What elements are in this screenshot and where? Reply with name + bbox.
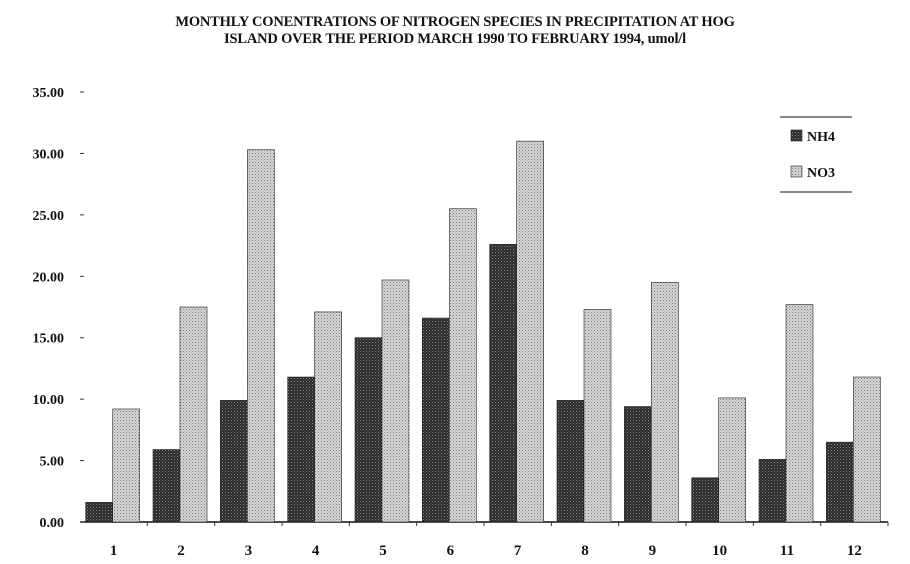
bars — [85, 140, 881, 523]
bar-no3-12 — [853, 376, 881, 523]
bar-nh4-6 — [422, 317, 450, 523]
bar-no3-1 — [112, 408, 140, 523]
bar-no3-9 — [651, 282, 679, 523]
x-tick-label: 5 — [379, 543, 387, 559]
y-tick-label: 20.00 — [33, 270, 65, 285]
x-tick-label: 2 — [177, 543, 185, 559]
y-tick-label: 35.00 — [33, 86, 65, 101]
bar-nh4-8 — [556, 400, 585, 523]
bar-no3-2 — [179, 306, 208, 523]
x-tick-label: 4 — [312, 543, 320, 559]
chart-title-line-2: ISLAND OVER THE PERIOD MARCH 1990 TO FEB… — [224, 31, 686, 47]
y-tick-label: 10.00 — [33, 393, 65, 408]
chart-title-line-1: MONTHLY CONENTRATIONS OF NITROGEN SPECIE… — [175, 14, 735, 30]
bar-nh4-5 — [354, 337, 383, 523]
x-tick-label: 7 — [514, 543, 522, 559]
x-tick-label: 6 — [447, 543, 455, 559]
bar-nh4-11 — [758, 459, 787, 523]
x-tick-label: 11 — [780, 543, 794, 559]
y-tick-label: 5.00 — [40, 455, 65, 470]
x-tick-label: 8 — [581, 543, 589, 559]
y-tick-label: 25.00 — [33, 209, 65, 224]
bar-nh4-3 — [220, 400, 248, 523]
legend-swatch-nh4 — [790, 129, 803, 142]
x-tick-label: 9 — [649, 543, 657, 559]
legend-swatch-no3 — [790, 165, 803, 178]
y-tick-label: 30.00 — [33, 147, 65, 162]
bar-no3-3 — [247, 149, 275, 523]
legend: NH4 NO3 — [780, 116, 852, 193]
y-tick-label: 15.00 — [33, 332, 65, 347]
bar-no3-5 — [381, 279, 410, 523]
x-tick-label: 3 — [245, 543, 253, 559]
bar-no3-7 — [516, 140, 544, 523]
y-tick-label: 0.00 — [40, 516, 65, 531]
bar-nh4-4 — [287, 376, 315, 523]
bar-no3-4 — [314, 311, 342, 523]
x-tick-label: 10 — [712, 543, 727, 559]
bar-nh4-7 — [489, 244, 517, 523]
bar-nh4-1 — [85, 502, 113, 523]
legend-label-nh4: NH4 — [807, 130, 835, 145]
chart-title: MONTHLY CONENTRATIONS OF NITROGEN SPECIE… — [0, 14, 910, 48]
x-tick-label: 1 — [110, 543, 118, 559]
bar-nh4-2 — [152, 449, 181, 523]
legend-label-no3: NO3 — [807, 166, 835, 181]
bar-nh4-10 — [691, 477, 719, 523]
bar-nh4-9 — [624, 406, 652, 523]
bar-no3-6 — [449, 208, 477, 523]
bar-no3-11 — [785, 304, 814, 523]
x-tick-label: 12 — [847, 543, 862, 559]
bar-no3-8 — [583, 309, 612, 523]
bar-nh4-12 — [826, 441, 854, 523]
bar-no3-10 — [718, 397, 746, 523]
